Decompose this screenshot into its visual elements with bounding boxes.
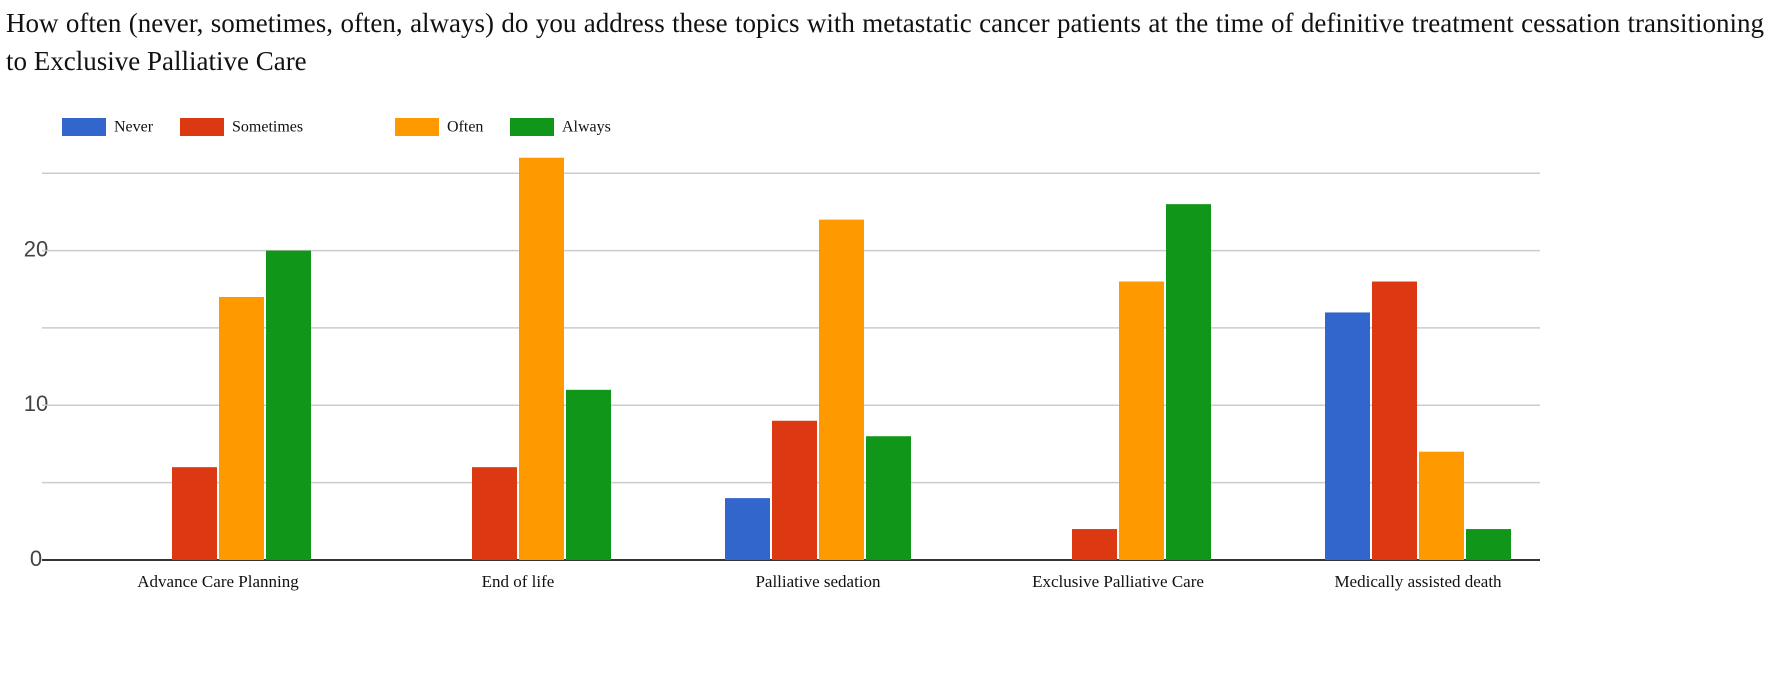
bar [1119,281,1164,560]
chart-title: How often (never, sometimes, often, alwa… [6,8,1764,76]
bar [266,250,311,560]
bar [1072,529,1117,560]
bar [772,420,817,560]
y-tick-label: 20 [24,236,48,261]
x-tick-label: Advance Care Planning [137,572,299,591]
legend-label: Always [562,119,611,136]
y-tick-label: 10 [24,391,48,416]
x-tick-label: Exclusive Palliative Care [1032,572,1204,591]
legend-label: Never [114,119,154,136]
x-tick-label: Medically assisted death [1334,572,1502,591]
bar [519,157,564,561]
bar [172,467,217,560]
bar [1466,529,1511,560]
bar [566,389,611,560]
bar [219,296,264,560]
legend-swatch [180,118,224,136]
bar [472,467,517,560]
x-tick-label: Palliative sedation [755,572,881,591]
legend-swatch [395,118,439,136]
bar [866,436,911,560]
bar [819,219,864,561]
legend-swatch [62,118,106,136]
legend-swatch [510,118,554,136]
y-tick-label: 0 [30,546,42,571]
bar [1166,204,1211,560]
bar [1372,281,1417,560]
legend-label: Often [447,119,483,136]
bar [1325,312,1370,560]
bar [725,498,770,560]
x-tick-label: End of life [482,572,555,591]
bar [1419,451,1464,560]
legend-label: Sometimes [232,119,303,136]
